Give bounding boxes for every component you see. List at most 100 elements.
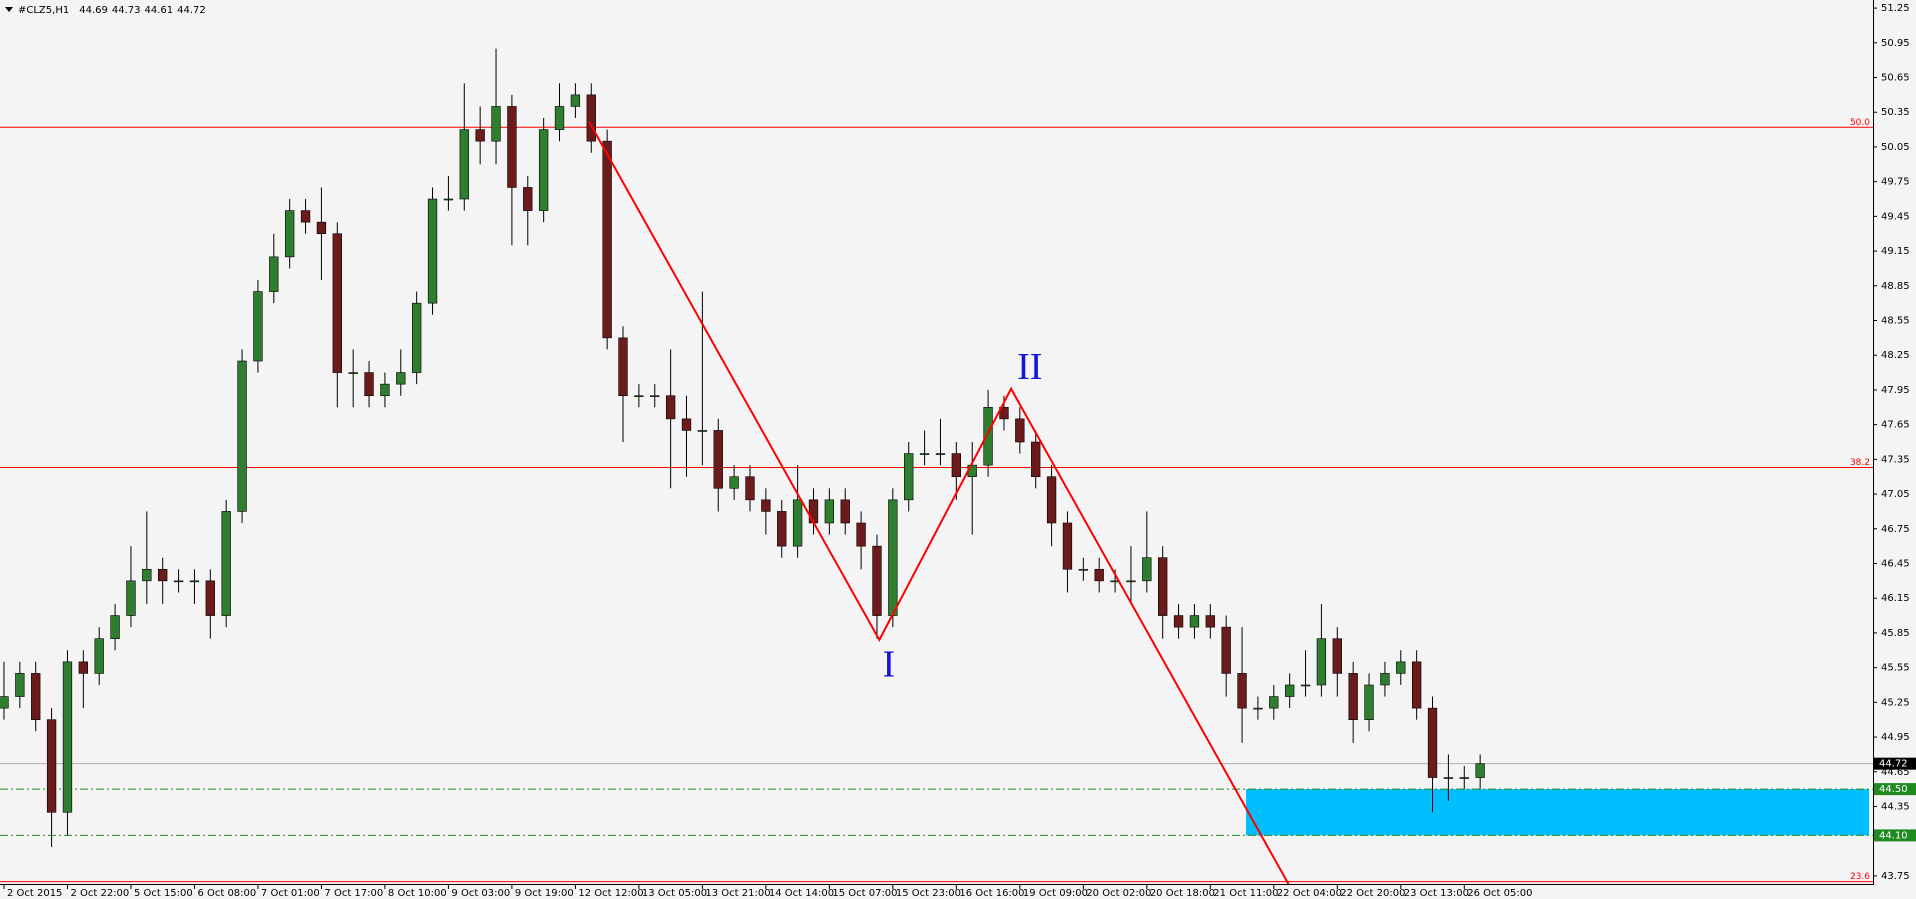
- candle-body: [1269, 696, 1279, 709]
- candle-body: [285, 210, 295, 258]
- candle-body: [570, 94, 581, 107]
- menu-arrow[interactable]: [5, 7, 13, 12]
- candle-body: [411, 302, 422, 373]
- candle-body: [126, 580, 136, 616]
- candle-body: [1396, 661, 1406, 674]
- candle-body: [1189, 615, 1200, 628]
- zone-price-label: 44.50: [1879, 784, 1908, 795]
- candle-body: [1046, 476, 1057, 524]
- y-tick-label: 50.05: [1881, 142, 1910, 153]
- support-zone: [1246, 789, 1870, 836]
- candle-body: [1158, 557, 1168, 616]
- candle-body: [1332, 638, 1342, 674]
- candle-body: [78, 661, 88, 674]
- y-tick-label: 44.35: [1881, 801, 1910, 812]
- x-tick-label: 20 Oct 02:00: [1086, 888, 1151, 899]
- y-tick-label: 48.55: [1881, 316, 1910, 327]
- candle-body: [110, 615, 120, 640]
- x-tick-label: 22 Oct 20:00: [1340, 888, 1405, 899]
- candle-body: [15, 673, 25, 697]
- wave-label: II: [1017, 346, 1042, 388]
- candle-body: [872, 545, 882, 616]
- candle-body: [1300, 684, 1311, 687]
- candle-body: [1173, 615, 1184, 628]
- x-tick-label: 20 Oct 18:00: [1150, 888, 1215, 899]
- candle-body: [523, 187, 533, 211]
- y-tick-label: 44.95: [1881, 732, 1910, 743]
- candle-body: [158, 568, 168, 582]
- candle-body: [792, 499, 803, 547]
- header-value: 44.69: [79, 5, 108, 16]
- candle-body: [1459, 777, 1469, 779]
- header-value: 44.61: [145, 5, 174, 16]
- x-tick-label: 14 Oct 14:00: [769, 888, 834, 899]
- fib-level-label: 38.2: [1850, 458, 1870, 468]
- candle-body: [1348, 673, 1358, 720]
- candle-body: [396, 372, 406, 385]
- x-tick-label: 23 Oct 13:00: [1404, 888, 1469, 899]
- candle-body: [951, 453, 962, 478]
- zone-price-label: 44.10: [1879, 830, 1908, 841]
- candle-body: [94, 638, 104, 674]
- candle-body: [507, 106, 517, 188]
- x-tick-label: 9 Oct 19:00: [515, 888, 574, 899]
- zigzag-line: [588, 121, 1290, 885]
- candle-body: [983, 406, 993, 466]
- candle-body: [1411, 661, 1422, 709]
- x-tick-label: 19 Oct 09:00: [1023, 888, 1088, 899]
- candle-body: [31, 673, 41, 720]
- y-tick-label: 50.35: [1881, 107, 1910, 118]
- candle-body: [697, 430, 708, 432]
- y-tick-label: 45.85: [1881, 628, 1910, 639]
- candle-body: [1316, 638, 1327, 686]
- candle-body: [554, 106, 565, 130]
- chart-title: #CLZ5,H1: [18, 5, 69, 16]
- candle-body: [348, 372, 358, 374]
- y-tick-label: 47.35: [1881, 454, 1910, 465]
- candle-body: [300, 210, 311, 223]
- candle-body: [618, 337, 628, 397]
- candle-body: [237, 360, 247, 512]
- x-tick-label: 22 Oct 04:00: [1277, 888, 1342, 899]
- candle-body: [586, 94, 596, 142]
- x-tick-label: 26 Oct 05:00: [1467, 888, 1532, 899]
- header-value: 44.73: [112, 5, 141, 16]
- y-tick-label: 49.45: [1881, 211, 1910, 222]
- candle-body: [1078, 568, 1088, 571]
- candle-body: [46, 719, 57, 813]
- candle-body: [269, 256, 279, 292]
- x-tick-label: 8 Oct 10:00: [388, 888, 447, 899]
- y-tick-label: 45.55: [1881, 663, 1910, 674]
- candle-body: [1205, 615, 1215, 628]
- x-tick-label: 2 Oct 2015: [7, 888, 62, 899]
- candle-body: [824, 499, 835, 524]
- candle-body: [364, 372, 374, 397]
- current-price-box: [1874, 757, 1916, 770]
- x-tick-label: 2 Oct 22:00: [70, 888, 129, 899]
- candle-body: [602, 140, 612, 339]
- candle-body: [1062, 522, 1073, 570]
- y-tick-label: 46.45: [1881, 558, 1910, 569]
- x-tick-label: 13 Oct 21:00: [705, 888, 770, 899]
- candle-body: [332, 233, 342, 373]
- candle-body: [491, 106, 501, 142]
- y-tick-label: 46.75: [1881, 524, 1910, 535]
- fib-level-label: 50.0: [1850, 118, 1870, 128]
- candle-body: [650, 395, 660, 398]
- candle-body: [1237, 673, 1247, 709]
- y-tick-label: 47.05: [1881, 489, 1910, 500]
- candle-body: [713, 430, 723, 489]
- candle-body: [777, 511, 787, 547]
- y-tick-label: 50.95: [1881, 38, 1910, 49]
- candle-body: [62, 661, 73, 813]
- candle-body: [1443, 777, 1454, 779]
- y-tick-label: 49.15: [1881, 246, 1910, 257]
- zone-price-box: [1874, 829, 1916, 842]
- candle-body: [665, 395, 676, 420]
- y-tick-label: 50.65: [1881, 73, 1910, 84]
- header-value: 44.72: [177, 5, 206, 16]
- x-tick-label: 9 Oct 03:00: [451, 888, 510, 899]
- wave-label: I: [883, 643, 896, 685]
- candle-body: [173, 580, 184, 583]
- x-tick-label: 21 Oct 11:00: [1213, 888, 1278, 899]
